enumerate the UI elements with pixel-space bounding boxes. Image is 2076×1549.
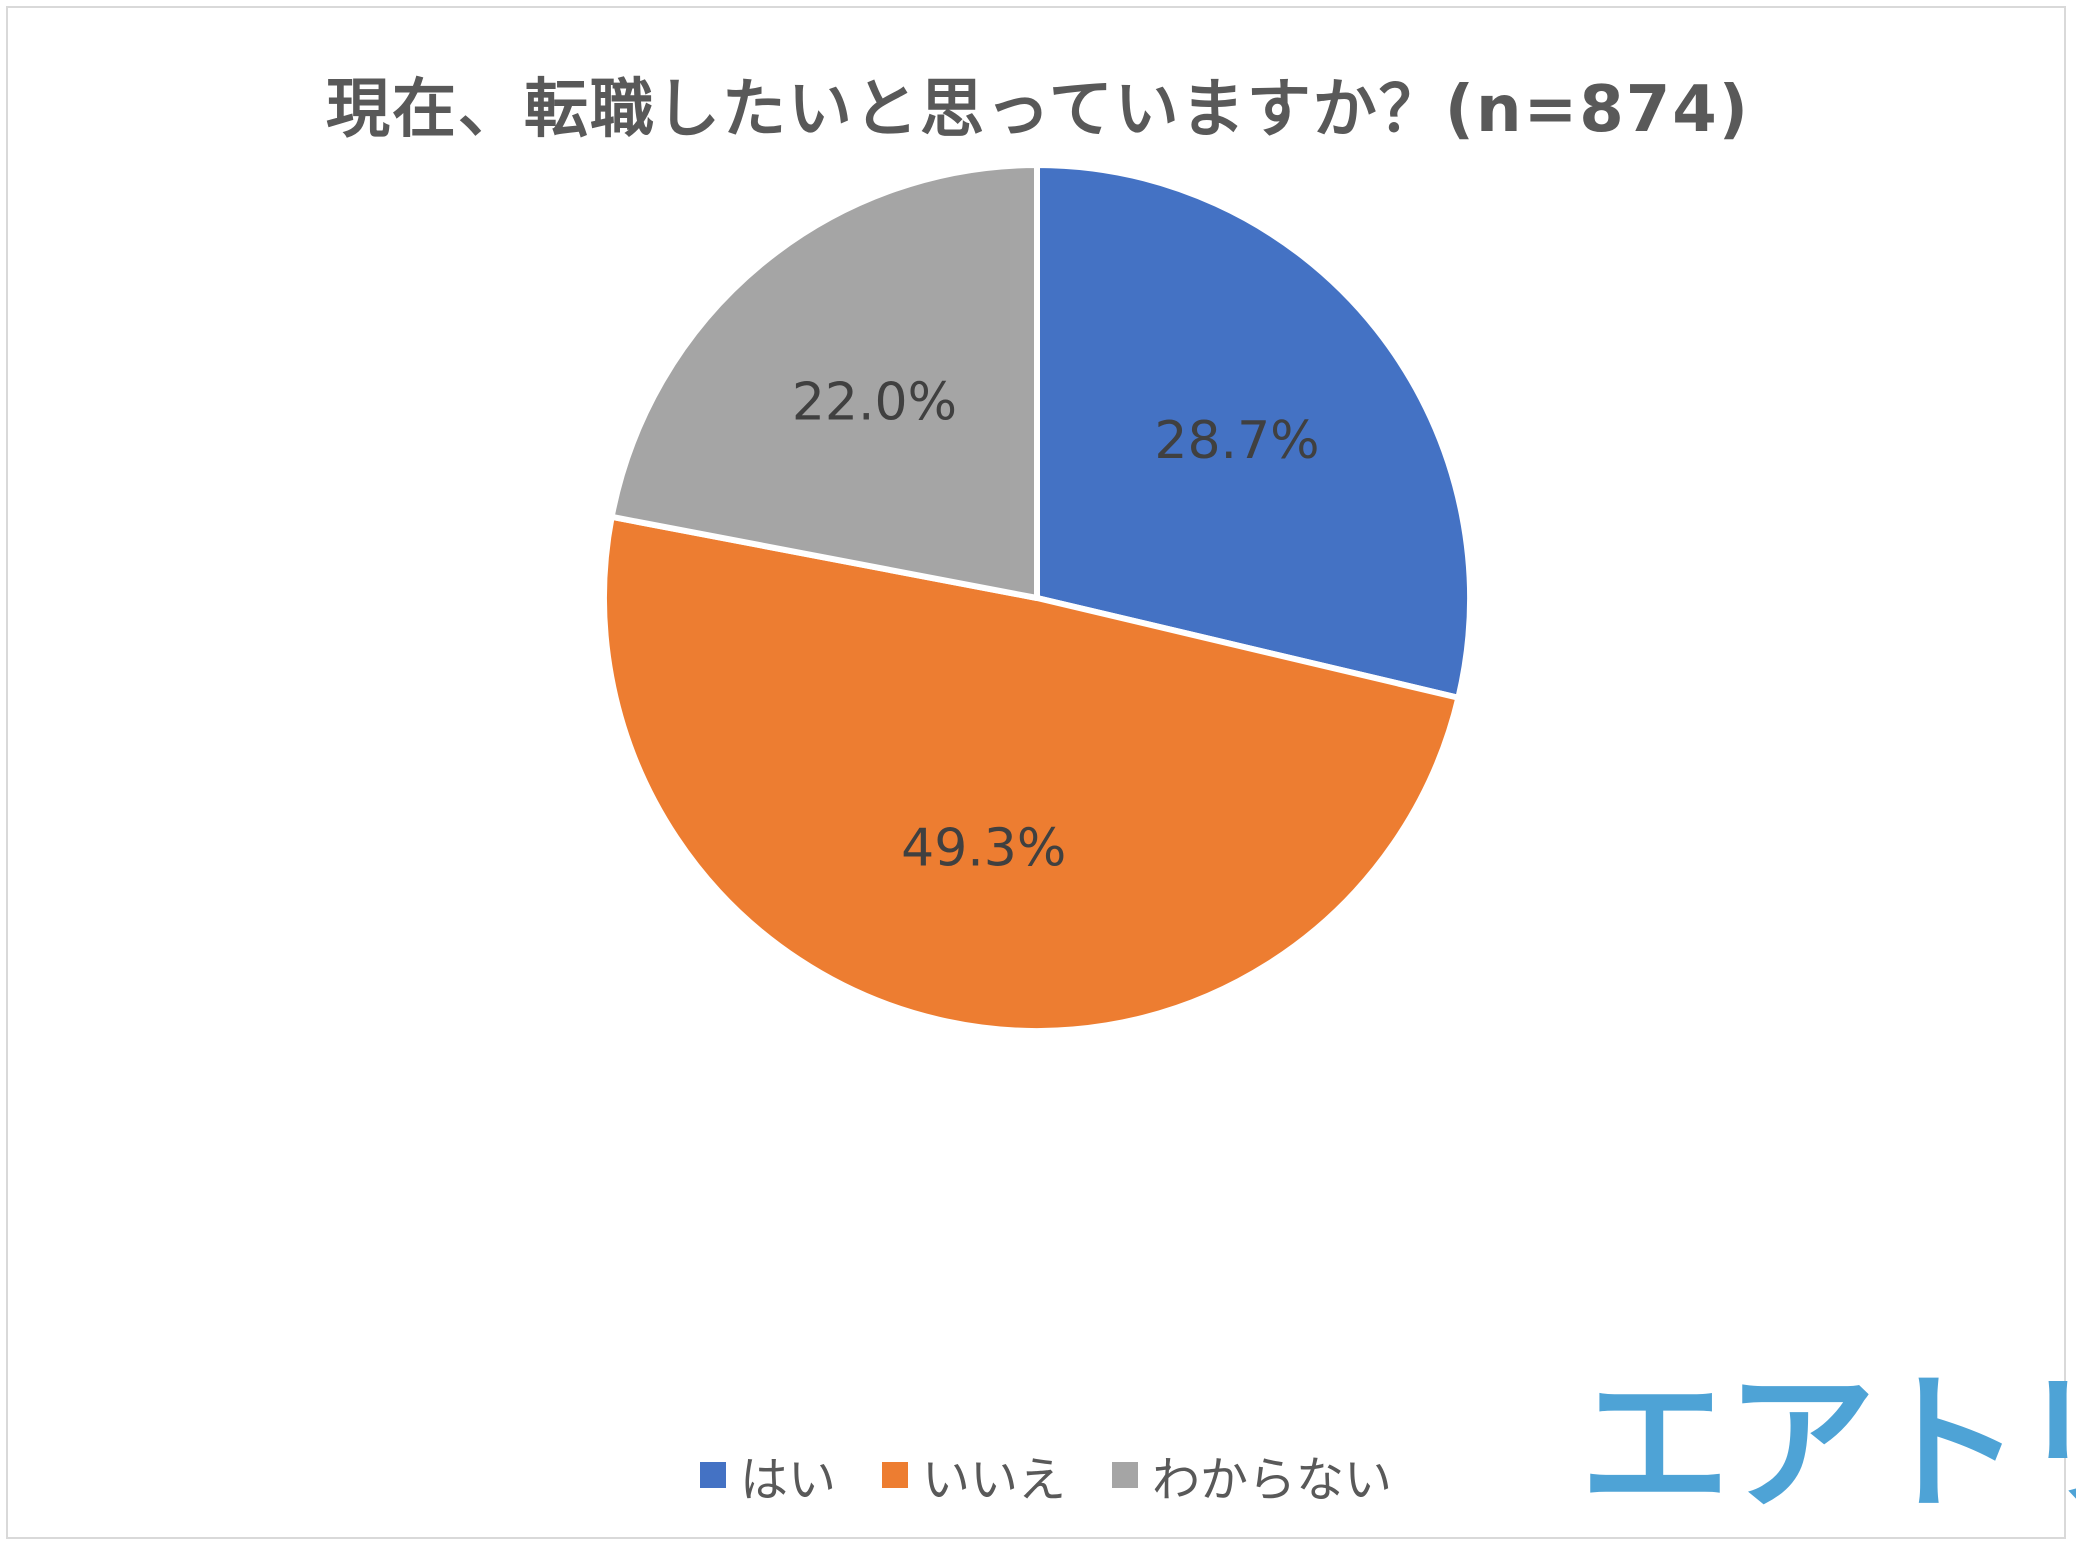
slice-yes bbox=[1034, 162, 1473, 701]
legend: はい いいえ わからない bbox=[700, 1440, 1438, 1510]
chart-title: 現在、転職したいと思っていますか？(n=874) bbox=[325, 73, 1751, 147]
legend-label-yes: はい bbox=[740, 1452, 837, 1508]
legend-label-unknown: わからない bbox=[1152, 1452, 1393, 1508]
slice-no-label: 49.3% bbox=[901, 818, 1066, 878]
logo-text: エアトリ bbox=[1580, 1358, 2076, 1532]
legend-item-no: いいえ bbox=[882, 1440, 1066, 1510]
slice-unknown bbox=[608, 162, 1040, 601]
legend-swatch-unknown bbox=[1112, 1462, 1139, 1488]
slice-unknown-label: 22.0% bbox=[792, 373, 957, 433]
legend-swatch-no bbox=[882, 1462, 909, 1488]
airtrip-logo: エアトリ bbox=[1580, 1370, 2076, 1520]
slice-yes-label: 28.7% bbox=[1154, 411, 1319, 471]
legend-item-yes: はい bbox=[700, 1440, 836, 1510]
legend-item-unknown: わからない bbox=[1112, 1440, 1392, 1510]
legend-label-no: いいえ bbox=[922, 1452, 1067, 1508]
slice-no bbox=[601, 513, 1462, 1034]
legend-swatch-yes bbox=[700, 1462, 726, 1488]
